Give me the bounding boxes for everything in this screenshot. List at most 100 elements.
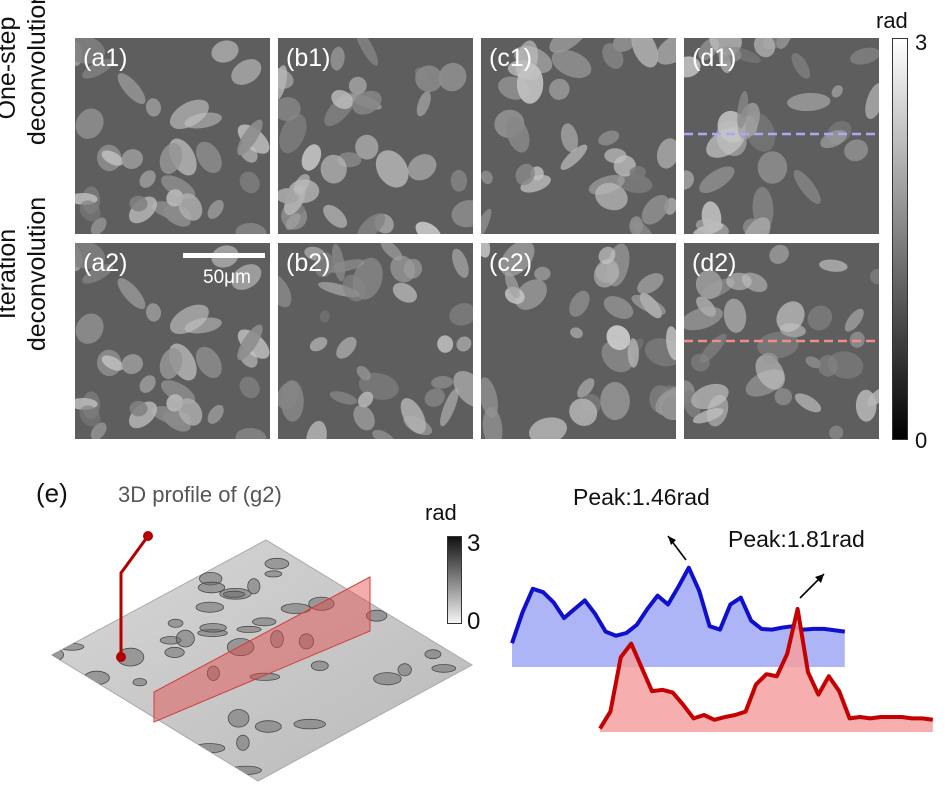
cell-blob [357,213,386,234]
cell-blob [807,305,833,331]
cell-blob [278,381,300,409]
colorbar-unit: rad [876,8,908,33]
cell-blob [145,303,162,322]
phase-image [278,243,473,439]
cell-blob [129,400,148,417]
cell-blob [757,151,788,184]
cell-blob [456,336,472,352]
surface-plane [50,539,474,782]
phase-image [684,38,879,234]
cell-blob [602,43,624,69]
cell-blob [506,116,530,153]
surface-cell [167,618,184,628]
series-line-red [598,606,934,730]
peak-arrowhead-blue [668,536,676,545]
surface-cell [229,765,262,775]
cell-blob [415,221,442,234]
cell-blob [314,252,334,278]
phase-image [278,38,473,234]
cell-blob [631,38,659,68]
cell-blob [600,381,630,421]
cell-blob [356,365,371,381]
surface-cell [308,596,335,611]
cell-blob [305,420,327,439]
cell-blob [160,175,196,200]
cell-blob [342,274,366,302]
cell-blob [549,38,587,53]
cell-blob [375,150,409,188]
cell-blob [195,141,222,174]
phase-image [481,243,676,439]
cell-blob [336,336,357,359]
cell-blob [79,200,101,222]
cell-blob [207,199,224,219]
cell-blob [75,313,104,344]
cell-blob [348,76,367,95]
cell-blob [831,85,843,98]
surface-cell [293,718,326,730]
cell-blob [844,308,864,332]
series-area-blue [512,567,845,667]
cell-blob [415,67,427,81]
surface-cell [197,581,226,594]
cell-blob [855,389,877,422]
cell-blob [595,182,628,211]
surface-cell [298,633,314,650]
peak-arrowhead-red [815,574,824,583]
surface-cell [236,625,262,633]
surface-cell [264,570,283,578]
pointer-stick [119,535,150,657]
cell-blob [237,119,263,156]
surface-cell [270,630,284,649]
cell-blob [451,200,473,228]
cell-blob [331,89,353,110]
surface-cell [52,648,64,662]
cell-blob [516,63,544,104]
cell-blob [743,217,771,234]
cell-blob [75,38,105,64]
cell-blob [549,78,570,100]
cell-blob [569,290,590,317]
panel-e-title: 3D profile of (g2) [118,482,282,507]
cell-blob [237,324,263,361]
pointer-dot-top [143,531,153,541]
phase-image [75,38,270,234]
cell-blob [178,398,203,426]
cell-blob [101,150,124,166]
profile-slab [153,576,371,723]
surface-cell [236,734,250,751]
panel-label: (c2) [489,249,533,277]
panel-e-colorbar-min: 0 [467,608,481,635]
cell-blob [319,310,331,323]
surface-3d [50,531,474,782]
cell-blob [169,99,209,130]
surface-cell [199,623,227,633]
surface-cell [195,601,225,613]
cell-blob [791,53,811,79]
phase-image [75,243,270,439]
cell-blob [353,404,375,431]
cell-blob [330,46,345,71]
cell-blob [159,348,183,379]
cell-blob [90,217,107,234]
cell-blob [699,166,735,193]
cell-blob [617,173,653,194]
cell-blob [407,154,437,181]
cell-blob [500,243,535,277]
cell-blob [452,248,469,278]
cell-blob [424,388,445,407]
cell-blob [755,355,785,390]
cell-blob [207,404,224,424]
cell-blob [684,170,694,190]
cell-blob [481,377,499,418]
cell-blob [117,278,146,310]
cell-blob [75,108,104,139]
surface-cell [164,646,185,658]
colorbar-min: 0 [915,428,928,453]
cell-blob [869,268,879,285]
cell-blob [352,90,382,115]
cell-blob [159,143,183,174]
cell-blob [82,58,114,79]
surface-cell [59,643,85,651]
surface-cell [431,664,457,673]
